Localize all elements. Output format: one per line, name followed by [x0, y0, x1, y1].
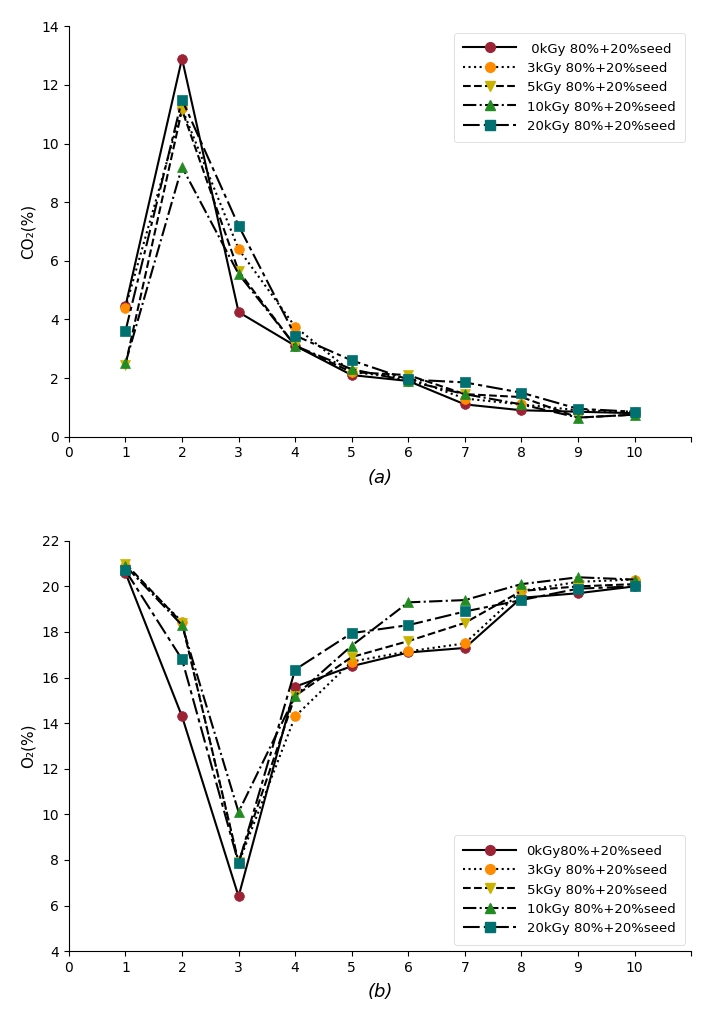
- Legend:  0kGy 80%+20%seed, 3kGy 80%+20%seed, 5kGy 80%+20%seed, 10kGy 80%+20%seed, 20kGy : 0kGy 80%+20%seed, 3kGy 80%+20%seed, 5kGy…: [454, 33, 684, 142]
- X-axis label: (a): (a): [367, 469, 392, 486]
- Y-axis label: O₂(%): O₂(%): [21, 724, 36, 769]
- Legend: 0kGy80%+20%seed, 3kGy 80%+20%seed, 5kGy 80%+20%seed, 10kGy 80%+20%seed, 20kGy 80: 0kGy80%+20%seed, 3kGy 80%+20%seed, 5kGy …: [454, 835, 684, 944]
- X-axis label: (b): (b): [367, 983, 393, 1002]
- Y-axis label: CO₂(%): CO₂(%): [21, 204, 36, 259]
